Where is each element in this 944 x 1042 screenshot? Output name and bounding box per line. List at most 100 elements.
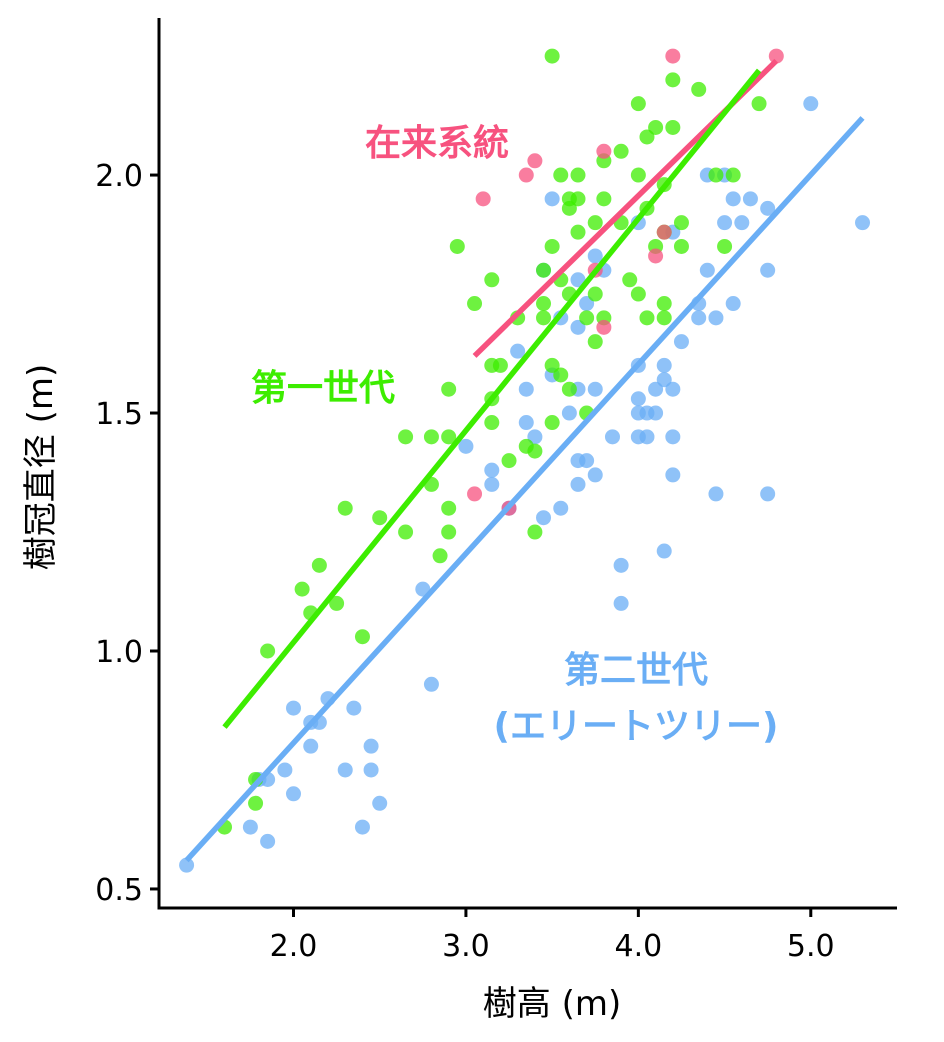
data-point (673, 334, 689, 350)
data-point (527, 524, 543, 540)
data-point (248, 795, 264, 811)
data-point (587, 381, 603, 397)
data-point (613, 595, 629, 611)
data-point (717, 215, 733, 231)
data-point (467, 486, 483, 502)
axes (157, 18, 897, 910)
data-point (604, 429, 620, 445)
data-point (346, 700, 362, 716)
data-point (630, 96, 646, 112)
data-point (544, 415, 560, 431)
data-point (372, 510, 388, 526)
data-point (717, 238, 733, 254)
data-point (760, 486, 776, 502)
data-point (656, 372, 672, 388)
data-point (553, 367, 569, 383)
points-layer (179, 48, 871, 873)
data-point (518, 415, 534, 431)
y-tick-label: 0.5 (95, 873, 143, 908)
data-point (673, 238, 689, 254)
data-point (492, 357, 508, 373)
data-point (484, 462, 500, 478)
data-point (630, 167, 646, 183)
data-point (458, 438, 474, 454)
data-point (639, 429, 655, 445)
data-point (544, 48, 560, 64)
trend-line (222, 68, 762, 729)
data-point (570, 272, 586, 288)
x-tick-label: 4.0 (614, 929, 662, 964)
data-point (622, 272, 638, 288)
y-axis-title: 樹冠直径 (m) (21, 364, 61, 570)
data-point (760, 200, 776, 216)
data-point (311, 557, 327, 573)
data-point (372, 795, 388, 811)
data-point (630, 391, 646, 407)
data-point (285, 786, 301, 802)
data-point (423, 429, 439, 445)
data-point (484, 272, 500, 288)
data-point (708, 310, 724, 326)
data-point (544, 357, 560, 373)
data-point (536, 510, 552, 526)
x-axis-title: 樹高 (m) (483, 984, 621, 1024)
data-point (475, 191, 491, 207)
data-point (725, 191, 741, 207)
data-point (179, 857, 195, 873)
data-point (665, 119, 681, 135)
data-point (648, 405, 664, 421)
data-point (656, 543, 672, 559)
series-label: 第二世代 (564, 650, 708, 691)
data-point (303, 738, 319, 754)
data-point (665, 48, 681, 64)
data-point (570, 167, 586, 183)
data-point (760, 262, 776, 278)
data-point (354, 819, 370, 835)
data-point (260, 643, 276, 659)
y-tick-label: 1.5 (95, 397, 143, 432)
data-point (639, 129, 655, 145)
data-point (656, 224, 672, 240)
data-point (665, 467, 681, 483)
data-point (363, 762, 379, 778)
data-point (329, 595, 345, 611)
series-label: 第一世代 (251, 368, 395, 409)
data-point (337, 500, 353, 516)
data-point (699, 262, 715, 278)
data-point (510, 343, 526, 359)
y-tick-label: 1.0 (95, 635, 143, 670)
data-point (553, 167, 569, 183)
data-point (553, 500, 569, 516)
data-point (630, 286, 646, 302)
data-point (665, 429, 681, 445)
data-point (398, 429, 414, 445)
data-point (285, 700, 301, 716)
data-point (579, 310, 595, 326)
data-point (648, 248, 664, 264)
data-point (656, 357, 672, 373)
data-point (665, 72, 681, 88)
data-point (656, 296, 672, 312)
data-point (441, 500, 457, 516)
y-tick-label: 2.0 (95, 159, 143, 194)
data-point (518, 381, 534, 397)
data-point (484, 476, 500, 492)
data-point (337, 762, 353, 778)
data-point (441, 524, 457, 540)
data-point (354, 629, 370, 645)
data-point (656, 310, 672, 326)
data-point (570, 476, 586, 492)
data-point (527, 443, 543, 459)
data-point (587, 334, 603, 350)
data-point (579, 296, 595, 312)
trend-line (184, 116, 865, 863)
data-point (587, 248, 603, 264)
data-point (260, 833, 276, 849)
data-point (691, 81, 707, 97)
data-point (725, 296, 741, 312)
x-tick-label: 2.0 (270, 929, 318, 964)
data-point (294, 581, 310, 597)
data-point (708, 167, 724, 183)
data-point (803, 96, 819, 112)
